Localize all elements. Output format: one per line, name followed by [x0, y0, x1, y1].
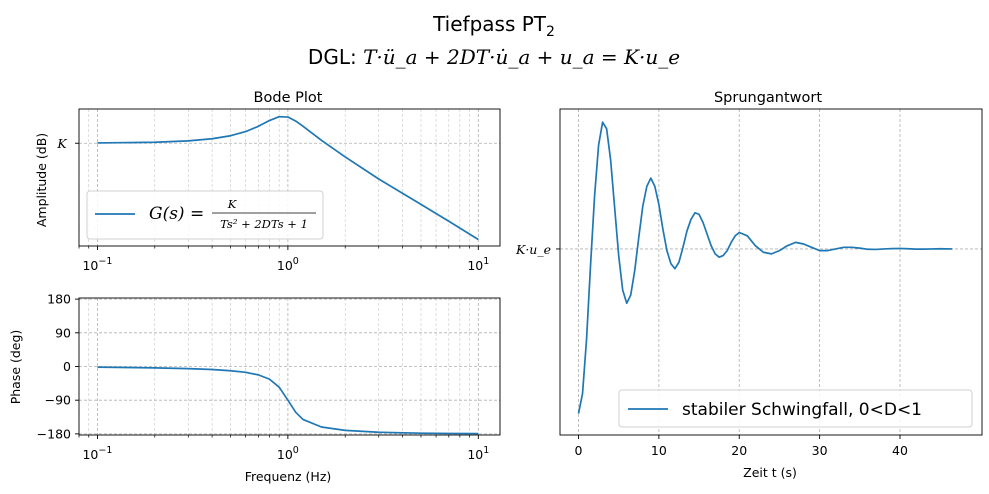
step-xtick-label: 20 [731, 443, 747, 458]
amplitude-xtick-label: 10−1 [82, 256, 112, 273]
amplitude-ticks: 10−1 100 101 [75, 142, 489, 273]
amplitude-legend-label: G(s) = [149, 204, 204, 224]
phase-ticks: 10−1 100 101 180 90 0 −90 −180 [37, 292, 490, 462]
amplitude-legend: G(s) = K Ts² + 2DTs + 1 [86, 190, 324, 240]
legend-fraction-denominator: Ts² + 2DTs + 1 [220, 217, 308, 231]
phase-xtick-label: 101 [467, 445, 489, 462]
phase-ytick-label: −180 [37, 426, 71, 441]
step-xlabel: Zeit t (s) [743, 465, 797, 480]
bode-plot-title: Bode Plot [254, 90, 323, 106]
step-legend: stabiler Schwingfall, 0<D<1 [618, 389, 973, 428]
phase-xlabel: Frequenz (Hz) [245, 469, 332, 484]
step-series-line [577, 121, 953, 414]
phase-ytick-label: 0 [63, 359, 71, 374]
amplitude-grid [78, 109, 500, 246]
phase-grid [78, 298, 500, 435]
step-xtick-label: 0 [575, 443, 583, 458]
amplitude-ytick-label-K: K [56, 136, 67, 151]
phase-ytick-label: −90 [45, 393, 71, 408]
step-ticks: 0 10 20 30 40 [556, 248, 908, 458]
phase-ytick-label: 90 [55, 325, 71, 340]
step-xtick-label: 30 [812, 443, 828, 458]
step-xtick-label: 10 [651, 443, 667, 458]
step-legend-box [618, 389, 973, 428]
step-axes-frame [559, 108, 983, 436]
figure-title-line1: Tiefpass PT2 [432, 12, 555, 40]
phase-series-line [97, 366, 479, 435]
bode-phase-plot: 10−1 100 101 180 90 0 −90 −180 Phase (deg) Freq… [8, 292, 501, 484]
amplitude-axes-frame [78, 108, 501, 247]
amplitude-series-line [97, 115, 479, 241]
figure-title-line2: DGL: T·ü_a + 2DT·u̇_a + u_a = K·u_e [308, 45, 680, 69]
phase-xtick-label: 100 [277, 445, 299, 462]
amplitude-ylabel: Amplitude (dB) [34, 133, 49, 227]
step-grid [560, 109, 982, 435]
phase-xtick-label: 10−1 [82, 445, 112, 462]
step-response-plot: Sprungantwort 0 10 20 30 40 K·u_e Zeit t (s)… [515, 90, 983, 480]
step-plot-title: Sprungantwort [714, 90, 822, 106]
amplitude-legend-box [86, 190, 324, 240]
amplitude-xtick-label: 100 [277, 256, 299, 273]
amplitude-xtick-label: 101 [467, 256, 489, 273]
legend-fraction-numerator: K [227, 197, 238, 211]
phase-ylabel: Phase (deg) [8, 330, 23, 405]
phase-ytick-label: 180 [47, 292, 71, 307]
step-ytick-label-Kue: K·u_e [515, 242, 551, 257]
bode-amplitude-plot: Bode Plot 10−1 100 101 K Amplitude (dB) G(… [34, 90, 501, 273]
step-legend-label: stabiler Schwingfall, 0<D<1 [682, 400, 922, 420]
step-xtick-label: 40 [892, 443, 908, 458]
